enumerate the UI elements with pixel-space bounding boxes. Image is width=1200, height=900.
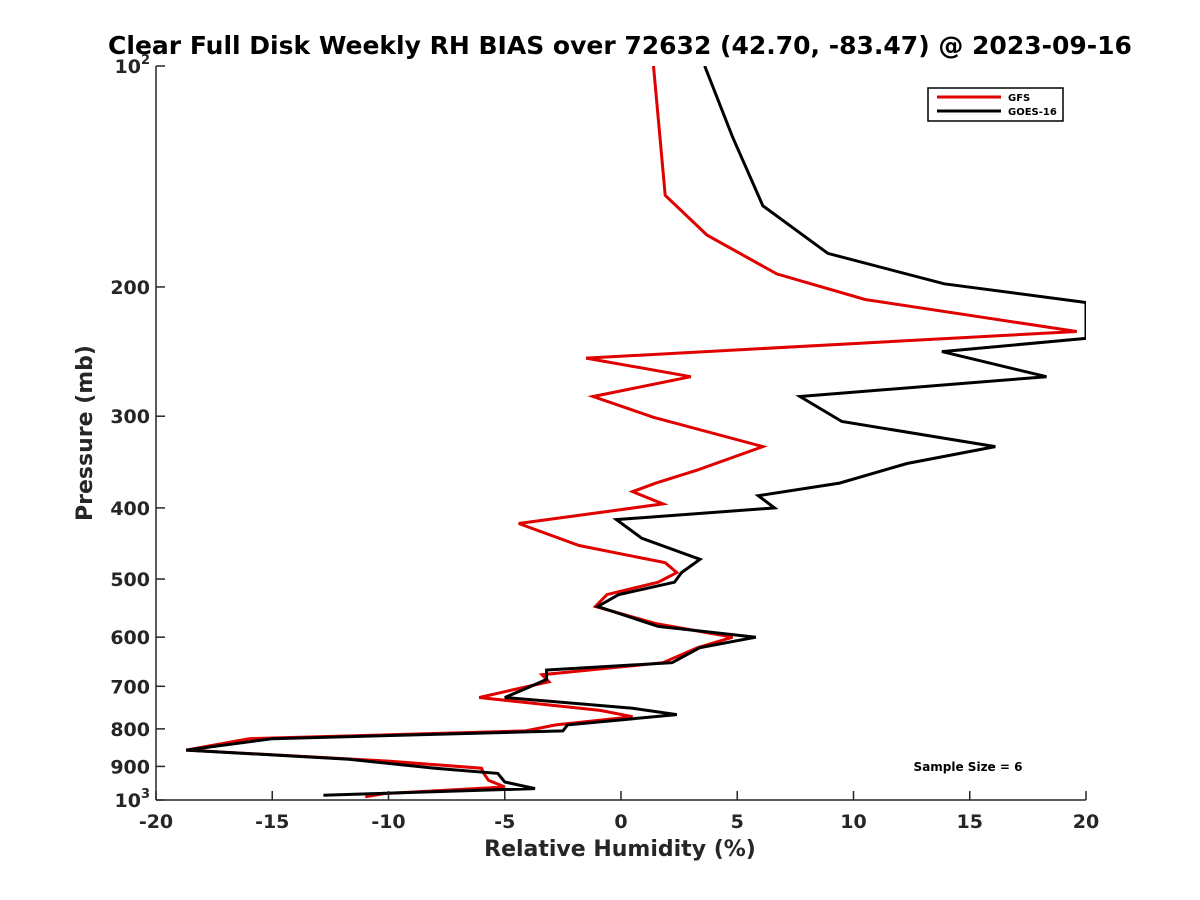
series-line-goes16: [186, 66, 1086, 797]
axes: -20 -15 -10 -5 0 5 10 15 20 102 200 300 400 500 600 700…: [110, 53, 1099, 833]
x-tick-label: 15: [957, 811, 983, 833]
y-tick-label: 900: [110, 756, 150, 778]
x-tick-label: -20: [139, 811, 173, 833]
legend: GFS GOES-16: [927, 87, 1064, 122]
legend-box: [927, 87, 1064, 122]
y-tick-label: 600: [110, 627, 150, 649]
x-tick-label: -15: [255, 811, 289, 833]
legend-label: GFS: [1008, 93, 1030, 104]
y-axis-label: Pressure (mb): [73, 345, 98, 521]
x-tick-label: 20: [1073, 811, 1099, 833]
y-tick-label: 800: [110, 719, 150, 741]
x-axis-label: Relative Humidity (%): [484, 837, 756, 862]
x-tick-label: 5: [731, 811, 744, 833]
y-tick-label: 400: [110, 498, 150, 520]
y-tick-label: 200: [110, 277, 150, 299]
y-tick-label: 103: [115, 787, 151, 812]
chart-title: Clear Full Disk Weekly RH BIAS over 7263…: [108, 31, 1132, 60]
x-tick-label: 0: [614, 811, 627, 833]
x-tick-label: 10: [840, 811, 866, 833]
y-tick-label: 700: [110, 676, 150, 698]
y-tick-label: 500: [110, 569, 150, 591]
sample-size-annotation: Sample Size = 6: [914, 760, 1023, 774]
y-tick-label: 300: [110, 406, 150, 428]
x-tick-label: -5: [494, 811, 515, 833]
plot-area: [185, 66, 1086, 799]
x-tick-label: -10: [371, 811, 405, 833]
legend-label: GOES-16: [1008, 107, 1057, 118]
y-tick-label: 102: [115, 53, 151, 78]
series-line-gfs: [185, 66, 1077, 799]
